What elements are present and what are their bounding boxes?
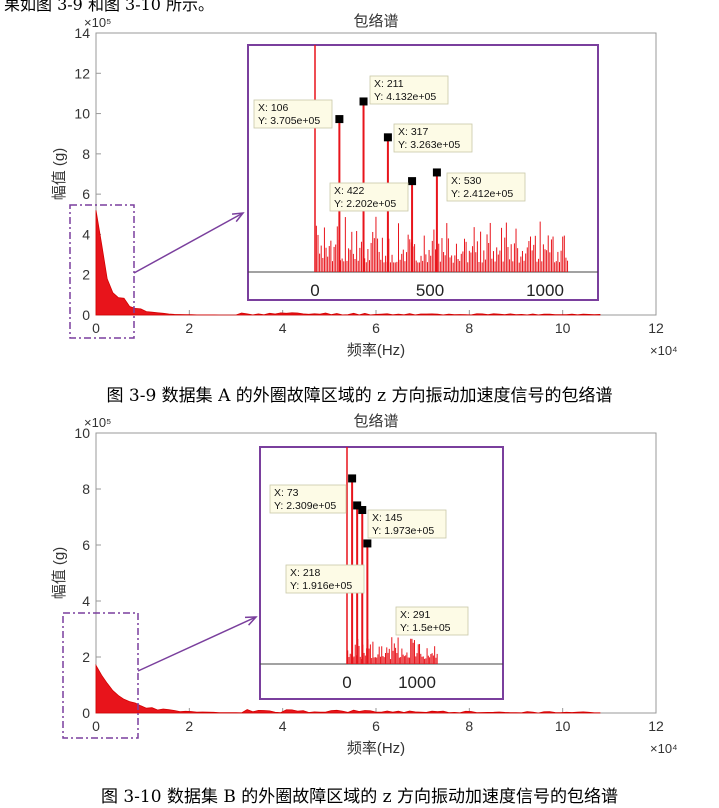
- x-tick-label: 6: [372, 320, 380, 336]
- datatip-box: [253, 99, 333, 129]
- datatip-y-label: Y: 2.202e+05: [334, 198, 396, 210]
- x-tick-label: 4: [279, 320, 287, 336]
- y-tick-label: 4: [82, 226, 90, 242]
- x-tick-label: 0: [92, 320, 100, 336]
- datatip-x-label: X: 291: [400, 609, 431, 621]
- datatip-marker: [363, 539, 372, 548]
- y-tick-label: 4: [82, 593, 90, 609]
- datatip-y-label: Y: 2.412e+05: [451, 188, 513, 200]
- y-axis-label: 幅值 (g): [51, 547, 68, 600]
- y-axis-label: 幅值 (g): [51, 148, 68, 201]
- datatip-marker: [353, 501, 362, 510]
- inset-x-tick-label: 1000: [526, 281, 564, 300]
- datatip-marker: [432, 168, 441, 177]
- y-tick-label: 8: [82, 146, 90, 162]
- datatip-x-label: X: 106: [258, 102, 289, 114]
- x-tick-label: 2: [185, 320, 193, 336]
- datatip-marker: [383, 133, 392, 142]
- datatip-box: [446, 172, 526, 202]
- inset-x-tick-label: 0: [342, 673, 351, 692]
- figure-caption-a: 图 3-9 数据集 A 的外圈故障区域的 z 方向振动加速度信号的包络谱: [106, 386, 613, 406]
- datatip-box: [395, 606, 469, 636]
- datatip-y-label: Y: 1.973e+05: [372, 525, 434, 537]
- datatip-marker: [335, 115, 344, 124]
- inset-x-tick-label: 1000: [398, 673, 436, 692]
- x-tick-label: 6: [372, 718, 380, 734]
- datatip-x-label: X: 317: [398, 126, 429, 138]
- y-tick-label: 14: [74, 25, 90, 41]
- x-axis-label: 频率(Hz): [347, 740, 405, 757]
- y-tick-label: 2: [82, 267, 90, 283]
- y-tick-label: 6: [82, 537, 90, 553]
- datatip-box: [269, 484, 347, 514]
- datatip-x-label: X: 145: [372, 512, 403, 524]
- envelope-spectrum-chart-b: 包络谱 0 2 4 6 8 10 0 2 4 6 8 10 12 ×10⁵ ×10⁴ 频率(Hz) 幅值 (g) 0…: [51, 413, 678, 757]
- y-tick-label: 2: [82, 649, 90, 665]
- x-tick-label: 0: [92, 718, 100, 734]
- top-text-fragment: 果如图 3-9 和图 3-10 所示。: [4, 0, 215, 14]
- datatip-y-label: Y: 1.916e+05: [290, 580, 352, 592]
- zoom-arrowhead: [244, 616, 258, 626]
- inset-x-tick-label: 500: [416, 281, 444, 300]
- datatip-box: [285, 564, 365, 594]
- x-axis-label: 频率(Hz): [347, 342, 405, 359]
- y-tick-label: 0: [82, 307, 90, 323]
- datatip-box: [367, 509, 447, 539]
- x-tick-label: 4: [279, 718, 287, 734]
- datatip-marker: [359, 97, 368, 106]
- x-exponent: ×10⁴: [650, 343, 678, 358]
- inset-frame: [247, 44, 599, 301]
- x-tick-label: 8: [465, 718, 473, 734]
- datatip-x-label: X: 422: [334, 185, 365, 197]
- datatip-x-label: X: 530: [451, 175, 482, 187]
- datatip-y-label: Y: 3.705e+05: [258, 115, 320, 127]
- x-exponent: ×10⁴: [650, 741, 678, 756]
- datatip-marker: [358, 506, 367, 515]
- datatip-x-label: X: 218: [290, 567, 321, 579]
- x-tick-label: 10: [555, 718, 571, 734]
- y-exponent: ×10⁵: [84, 15, 111, 30]
- datatip-box: [369, 75, 449, 105]
- datatip-x-label: X: 73: [274, 487, 299, 499]
- y-tick-label: 10: [74, 425, 90, 441]
- envelope-spectrum-chart-a: 包络谱 0 2 4 6 8 10 12 14 0 2 4 6 8 10 12 ×10⁵ ×10⁴ 频率(Hz) 幅值 …: [51, 13, 678, 359]
- zoom-arrow: [133, 212, 244, 274]
- datatip-y-label: Y: 4.132e+05: [374, 91, 436, 103]
- inset-x-tick-label: 0: [310, 281, 319, 300]
- zoom-region-box: [69, 204, 135, 339]
- y-tick-label: 10: [74, 106, 90, 122]
- x-tick-label: 12: [648, 320, 664, 336]
- y-tick-label: 12: [74, 65, 90, 81]
- figure-caption-b: 图 3-10 数据集 B 的外圈故障区域的 z 方向振动加速度信号的包络谱: [100, 787, 619, 807]
- zoom-region-box: [62, 612, 139, 739]
- zoom-arrowhead: [231, 212, 245, 223]
- y-tick-label: 0: [82, 705, 90, 721]
- y-tick-label: 8: [82, 481, 90, 497]
- y-exponent: ×10⁵: [84, 415, 111, 430]
- datatip-y-label: Y: 1.5e+05: [400, 622, 451, 634]
- spectrum-series: [95, 210, 601, 316]
- datatip-box: [329, 182, 409, 212]
- datatip-y-label: Y: 2.309e+05: [274, 500, 336, 512]
- x-tick-label: 8: [465, 320, 473, 336]
- x-tick-label: 10: [555, 320, 571, 336]
- x-tick-label: 12: [648, 718, 664, 734]
- spectrum-series: [95, 663, 601, 714]
- zoom-arrow: [137, 616, 257, 672]
- datatip-x-label: X: 211: [374, 78, 404, 90]
- chart-title: 包络谱: [353, 13, 398, 30]
- datatip-box: [393, 123, 473, 153]
- chart-title: 包络谱: [353, 413, 398, 430]
- datatip-y-label: Y: 3.263e+05: [398, 139, 460, 151]
- y-tick-label: 6: [82, 186, 90, 202]
- datatip-marker: [348, 474, 357, 483]
- datatip-marker: [408, 177, 417, 186]
- x-tick-label: 2: [185, 718, 193, 734]
